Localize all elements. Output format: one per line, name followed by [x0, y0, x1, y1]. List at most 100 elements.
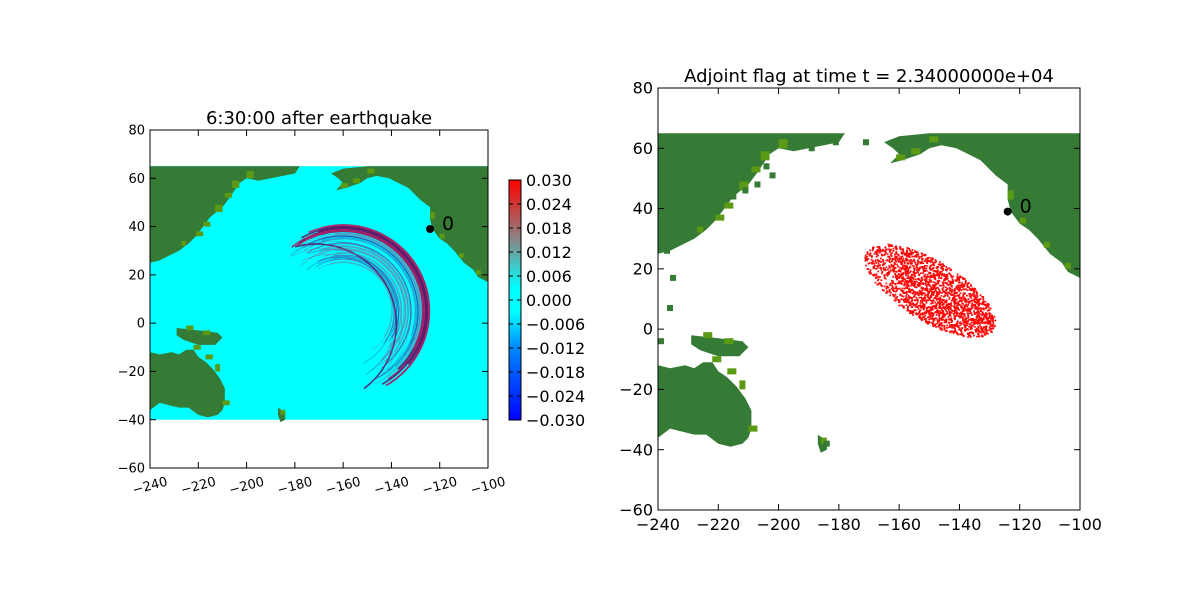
flag-cell: [903, 301, 906, 303]
flag-cell: [988, 320, 990, 323]
flag-cell: [912, 311, 915, 314]
flag-cell: [938, 274, 940, 277]
y-tick-label: 20: [633, 259, 653, 278]
flag-cell: [877, 254, 880, 257]
flag-cell: [974, 287, 976, 290]
flag-cell: [941, 281, 944, 284]
flag-cell: [978, 319, 981, 322]
flag-cell: [885, 252, 887, 254]
flag-cell: [877, 270, 880, 273]
flag-cell: [976, 321, 978, 324]
flag-cell: [949, 288, 952, 290]
flag-cell: [928, 278, 931, 281]
flag-cell: [961, 276, 964, 279]
flag-cell: [936, 309, 939, 311]
flag-cell: [954, 307, 957, 309]
flag-cell: [935, 274, 938, 277]
flag-cell: [983, 326, 986, 328]
flag-cell: [992, 321, 994, 323]
flag-cell: [904, 268, 907, 271]
flag-cell: [946, 295, 949, 297]
flag-cell: [926, 321, 929, 324]
wave-arc: [318, 261, 393, 351]
flag-cell: [877, 258, 879, 261]
flag-cell: [988, 326, 991, 329]
flag-cell: [937, 263, 940, 266]
flag-cell: [948, 313, 951, 316]
flag-cell: [957, 303, 960, 306]
flag-cell: [917, 260, 919, 262]
wave-arc: [300, 233, 421, 378]
wave-arc: [296, 230, 424, 350]
flag-cell: [923, 267, 926, 270]
colorbar-tick-label: −0.012: [526, 339, 585, 358]
flag-cell: [949, 315, 952, 317]
flag-cell: [953, 297, 956, 300]
flag-cell: [929, 280, 931, 283]
flag-cell: [974, 328, 977, 331]
flag-cell: [988, 312, 990, 314]
flag-cell: [940, 319, 943, 321]
flag-cell: [944, 329, 947, 332]
flag-cell: [886, 259, 889, 262]
flag-cell: [900, 268, 903, 271]
x-tick-label: −100: [1058, 515, 1102, 534]
flag-cell: [919, 313, 922, 316]
flag-cell: [943, 275, 946, 278]
flag-cell: [971, 327, 973, 330]
wave-arc: [333, 254, 400, 338]
land-coast-patch: [205, 354, 213, 360]
wave-arc: [329, 259, 395, 342]
flag-cell: [888, 260, 890, 262]
flag-cell: [916, 300, 919, 303]
flag-cell: [964, 319, 966, 322]
flag-cell: [896, 296, 899, 298]
flag-cell: [933, 319, 936, 321]
flag-cell: [958, 279, 961, 282]
flag-cell: [939, 317, 941, 320]
flag-cell: [927, 297, 930, 299]
flag-cell: [972, 295, 975, 297]
flag-cell: [970, 307, 972, 310]
flag-cell: [934, 270, 937, 273]
flag-cell: [870, 261, 873, 264]
flag-cell: [966, 324, 968, 327]
flag-cell: [866, 255, 868, 258]
flag-cell: [902, 295, 905, 298]
y-tick-label: 40: [128, 220, 145, 235]
flag-cell: [942, 302, 944, 305]
flag-cell: [930, 299, 933, 302]
flag-cell: [971, 306, 973, 309]
flag-cell: [905, 252, 908, 254]
flag-cell: [930, 286, 933, 289]
flag-cell: [966, 284, 968, 287]
flag-cell: [957, 307, 959, 310]
flag-cell: [965, 303, 968, 306]
right-ticks: −240 −220 −200 −180 −160 −140 −120 −100−60−40−2…: [619, 79, 1102, 534]
flag-cell: [914, 309, 917, 312]
flag-cell: [982, 312, 984, 315]
flag-cell: [935, 305, 938, 308]
flag-cell: [948, 272, 951, 275]
flag-cell: [921, 279, 923, 281]
flag-cell: [957, 285, 960, 288]
flag-cell: [944, 275, 947, 277]
flag-cell: [976, 335, 978, 338]
flag-cell: [906, 280, 908, 282]
flag-cell: [932, 264, 935, 266]
flag-cell: [936, 272, 938, 275]
flag-cell: [974, 326, 976, 328]
flag-cell: [967, 316, 970, 319]
flag-cell: [939, 261, 941, 263]
flag-cell: [927, 291, 929, 294]
flag-cell: [903, 281, 906, 284]
flag-cell: [905, 265, 908, 268]
flag-cell: [909, 280, 912, 283]
flag-cell: [989, 312, 992, 315]
flag-cell: [907, 253, 910, 255]
flag-cell: [976, 313, 979, 316]
flag-cell: [911, 264, 914, 267]
flag-cell: [959, 286, 962, 289]
y-tick-label: −20: [619, 380, 653, 399]
flag-cell: [901, 280, 904, 282]
